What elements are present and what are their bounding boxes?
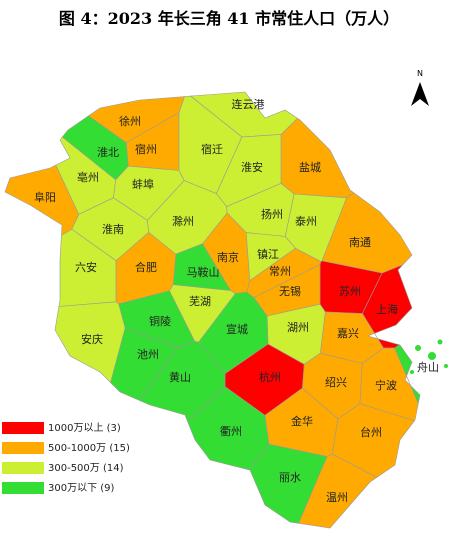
city-label: 淮南 bbox=[102, 223, 124, 236]
city-label: 宿迁 bbox=[201, 142, 223, 156]
city-label: 亳州 bbox=[77, 170, 99, 184]
city-label: 宣城 bbox=[226, 322, 248, 336]
city-label: 嘉兴 bbox=[337, 326, 359, 340]
city-label: 宁波 bbox=[375, 378, 397, 392]
city-label: 阜阳 bbox=[34, 191, 56, 204]
city-label: 金华 bbox=[291, 414, 313, 428]
city-label: 绍兴 bbox=[325, 375, 347, 389]
legend-label: 300-500万 (14) bbox=[48, 463, 124, 474]
islands bbox=[410, 339, 448, 374]
city-label: 徐州 bbox=[119, 114, 141, 128]
city-label: 镇江 bbox=[257, 247, 279, 261]
title: 图 4：2023 年长三角 41 市常住人口（万人） bbox=[59, 9, 399, 28]
north-label: N bbox=[417, 69, 423, 78]
legend-label: 300万以下 (9) bbox=[48, 483, 115, 494]
city-label: 六安 bbox=[75, 260, 97, 274]
city-label: 常州 bbox=[269, 265, 291, 278]
city-label: 池州 bbox=[137, 348, 159, 361]
legend: 1000万以上 (3) 500-1000万 (15) 300-500万 (14) 30… bbox=[0, 418, 130, 518]
city-label: 杭州 bbox=[259, 370, 281, 384]
city-label: 温州 bbox=[326, 491, 348, 504]
island bbox=[437, 339, 443, 345]
city-label: 连云港 bbox=[232, 98, 265, 111]
city-label: 宿州 bbox=[135, 142, 157, 156]
region bbox=[187, 386, 270, 471]
legend-swatch bbox=[2, 482, 44, 494]
island bbox=[444, 364, 448, 368]
region bbox=[394, 344, 421, 405]
city-label: 丽水 bbox=[279, 471, 301, 484]
legend-label: 1000万以上 (3) bbox=[48, 422, 121, 434]
city-label: 淮北 bbox=[97, 146, 119, 159]
city-label: 滁州 bbox=[172, 214, 194, 228]
city-label: 扬州 bbox=[261, 207, 283, 221]
legend-swatch bbox=[2, 422, 44, 434]
city-label: 上海 bbox=[376, 302, 398, 316]
region bbox=[198, 291, 269, 375]
region bbox=[58, 228, 117, 307]
city-label: 泰州 bbox=[295, 214, 317, 228]
legend-label: 500-1000万 (15) bbox=[48, 443, 130, 454]
city-label: 南京 bbox=[217, 250, 239, 264]
region bbox=[362, 264, 413, 349]
region bbox=[280, 117, 355, 199]
city-label: 湖州 bbox=[287, 321, 309, 334]
city-label: 合肥 bbox=[135, 260, 157, 274]
city-label: 芜湖 bbox=[189, 294, 211, 308]
region bbox=[147, 180, 228, 255]
city-label: 衢州 bbox=[220, 425, 242, 438]
city-label: 淮安 bbox=[241, 160, 263, 174]
region bbox=[172, 243, 232, 291]
city-label: 舟山 bbox=[417, 360, 439, 374]
city-label: 马鞍山 bbox=[187, 265, 220, 279]
city-label: 铜陵 bbox=[149, 314, 171, 328]
legend-swatch bbox=[2, 462, 44, 474]
island bbox=[410, 370, 414, 374]
city-label: 南通 bbox=[349, 236, 371, 249]
city-label: 黄山 bbox=[169, 370, 191, 384]
city-label: 苏州 bbox=[339, 285, 361, 298]
city-label: 安庆 bbox=[81, 332, 103, 346]
city-label: 台州 bbox=[360, 425, 382, 439]
city-label: 蚌埠 bbox=[132, 177, 154, 191]
island bbox=[428, 352, 436, 360]
region bbox=[245, 232, 296, 282]
region bbox=[248, 443, 328, 524]
region bbox=[61, 115, 129, 181]
north-arrow: N bbox=[411, 69, 429, 106]
city-label: 无锡 bbox=[279, 284, 301, 298]
city-label: 盐城 bbox=[299, 161, 321, 174]
regions bbox=[4, 91, 421, 529]
legend-swatch bbox=[2, 442, 44, 454]
region bbox=[298, 453, 378, 529]
north-arrow-shape bbox=[411, 82, 429, 106]
island bbox=[415, 345, 421, 351]
